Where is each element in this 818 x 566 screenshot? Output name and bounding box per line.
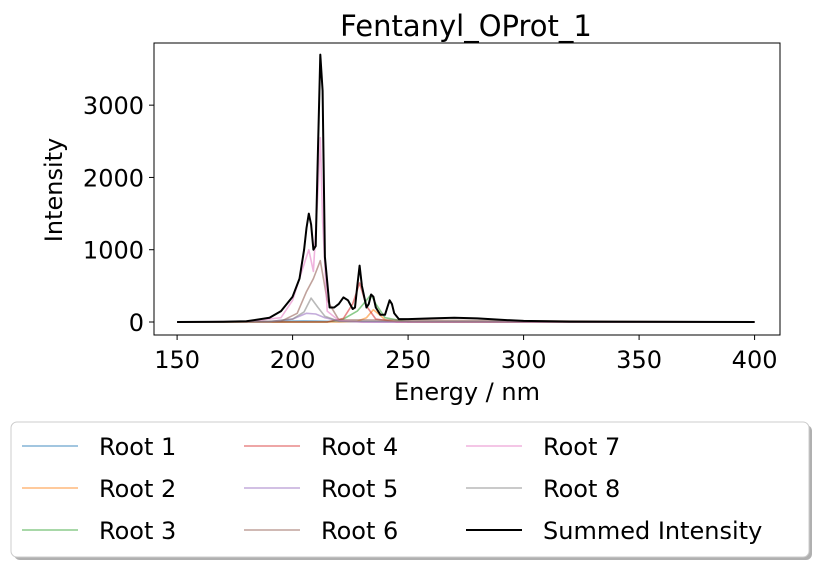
legend-entry: Root 3 — [22, 517, 176, 545]
x-tick-label: 400 — [732, 346, 778, 374]
legend: Root 1 Root 2 Root 3 Root 4 Root 5 Root 6 Root… — [10, 421, 812, 560]
legend-label: Root 7 — [543, 433, 620, 461]
legend-entry: Root 8 — [466, 475, 620, 503]
legend-label: Summed Intensity — [543, 517, 762, 545]
series-line-8 — [177, 297, 755, 323]
legend-label: Root 6 — [321, 517, 398, 545]
legend-box — [10, 421, 810, 558]
y-axis-label: Intensity — [40, 138, 68, 242]
x-tick-label: 150 — [154, 346, 200, 374]
series-line-6 — [177, 259, 755, 323]
legend-entry: Root 5 — [244, 475, 398, 503]
y-tick-label: 2000 — [83, 164, 144, 192]
legend-entry: Root 6 — [244, 517, 398, 545]
series-layer — [177, 53, 755, 323]
series-line-9 — [177, 53, 755, 323]
x-tick-label: 350 — [616, 346, 662, 374]
legend-label: Root 4 — [321, 433, 398, 461]
legend-label: Root 2 — [99, 475, 176, 503]
legend-entry: Root 4 — [244, 433, 398, 461]
y-tick-label: 3000 — [83, 92, 144, 120]
legend-label: Root 5 — [321, 475, 398, 503]
chart-title: Fentanyl_OProt_1 — [340, 9, 592, 43]
legend-entry: Summed Intensity — [466, 517, 762, 545]
legend-entry: Root 2 — [22, 475, 176, 503]
legend-label: Root 8 — [543, 475, 620, 503]
x-tick-label: 250 — [385, 346, 431, 374]
tick-layer: 150 200 250 300 350 400 0 1000 2000 3000 — [83, 92, 778, 374]
legend-entry: Root 1 — [22, 433, 176, 461]
y-tick-label: 1000 — [83, 237, 144, 265]
legend-entry: Root 7 — [466, 433, 620, 461]
legend-label: Root 1 — [99, 433, 176, 461]
x-tick-label: 300 — [501, 346, 547, 374]
plot-frame — [153, 42, 781, 336]
legend-label: Root 3 — [99, 517, 176, 545]
x-axis-label: Energy / nm — [394, 378, 540, 406]
legend-items: Root 1 Root 2 Root 3 Root 4 Root 5 Root 6 Root… — [22, 433, 762, 545]
x-tick-label: 200 — [270, 346, 316, 374]
y-tick-label: 0 — [129, 309, 144, 337]
